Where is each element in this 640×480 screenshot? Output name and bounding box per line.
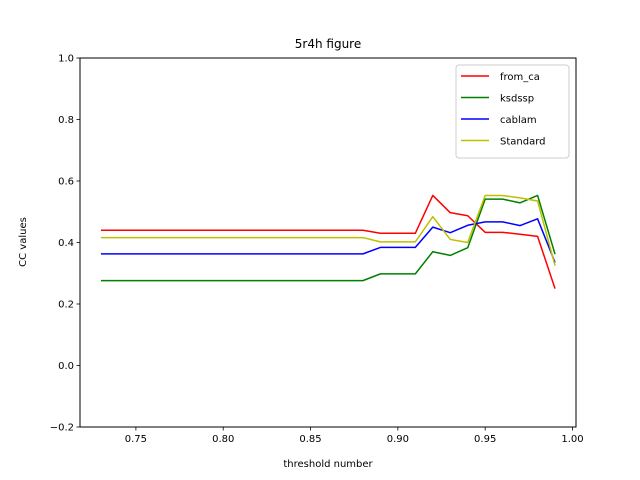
y-tick-label: −0.2 (50, 423, 74, 434)
legend-label: from_ca (500, 72, 540, 83)
series-line-from-ca (100, 194, 556, 289)
series-line-ksdssp (100, 194, 556, 282)
x-tick-label: 0.80 (212, 434, 234, 445)
legend-label: Standard (500, 137, 546, 148)
series-layer (100, 194, 556, 289)
x-tick-label: 0.85 (299, 434, 321, 445)
x-tick-label: 1.00 (561, 434, 583, 445)
legend-box (455, 64, 570, 159)
x-tick-label: 0.90 (387, 434, 409, 445)
y-axis-label: CC values (18, 217, 29, 267)
y-axis: −0.2 0.0 0.2 0.4 0.6 0.8 1.0 (50, 54, 80, 434)
series-line-cablam (100, 218, 556, 263)
series-line-standard (100, 194, 556, 266)
y-tick-label: 0.6 (58, 177, 74, 188)
y-tick-label: 0.2 (58, 300, 74, 311)
chart-title: 5r4h figure (295, 37, 361, 51)
y-tick-label: 0.8 (58, 115, 74, 126)
x-axis-label: threshold number (283, 459, 373, 470)
y-tick-label: 0.4 (58, 238, 74, 249)
x-tick-label: 0.95 (474, 434, 496, 445)
legend-label: cablam (500, 115, 537, 126)
y-tick-label: 1.0 (58, 54, 74, 65)
x-tick-label: 0.75 (125, 434, 147, 445)
y-tick-label: 0.0 (58, 361, 74, 372)
x-axis: 0.75 0.80 0.85 0.90 0.95 1.00 (125, 427, 584, 445)
legend-label: ksdssp (500, 94, 534, 105)
